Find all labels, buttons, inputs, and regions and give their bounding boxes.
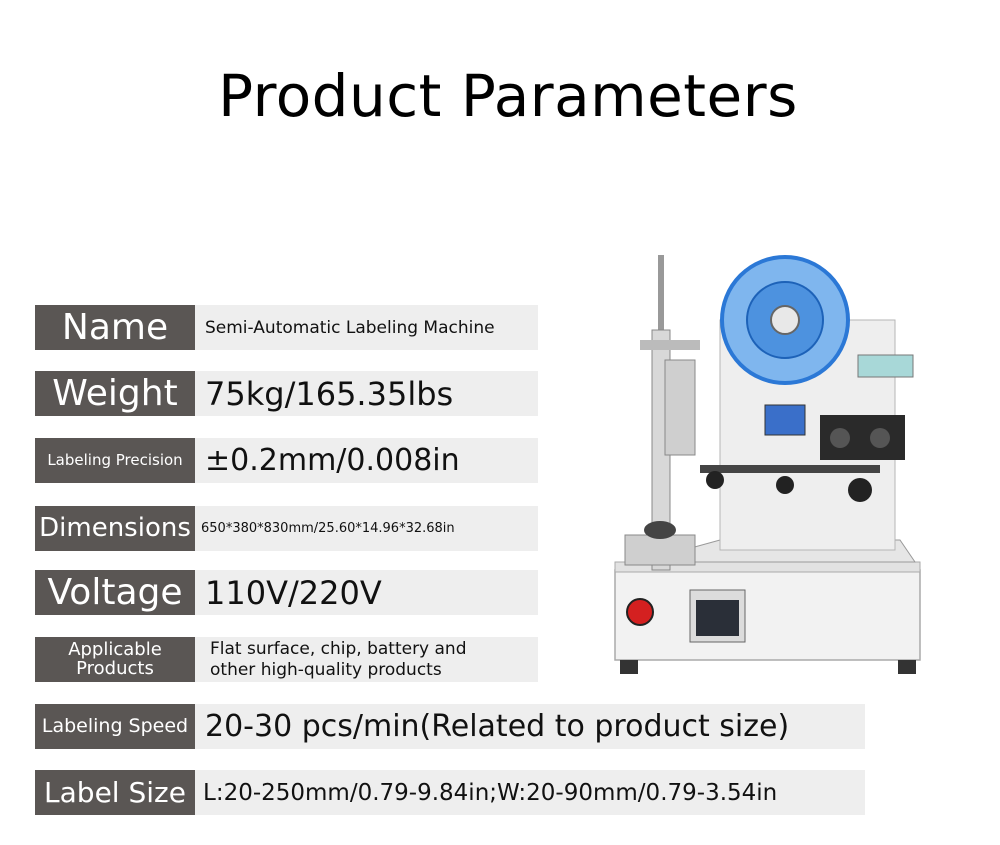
param-label-label-size: Label Size [35,770,195,815]
param-value-weight: 75kg/165.35lbs [195,371,538,416]
param-value-voltage: 110V/220V [195,570,538,615]
param-value-dimensions: 650*380*830mm/25.60*14.96*32.68in [195,506,538,551]
control-screen-icon [696,600,739,636]
param-label-applicable-line2: Products [76,657,154,679]
param-value-name: Semi-Automatic Labeling Machine [195,305,538,350]
param-value-applicable-line1: Flat surface, chip, battery and [210,639,467,660]
param-label-precision: Labeling Precision [35,438,195,483]
param-label-dimensions: Dimensions [35,506,195,551]
param-value-labeling-speed: 20-30 pcs/min(Related to product size) [195,704,865,749]
param-label-voltage: Voltage [35,570,195,615]
param-label-applicable-products: Applicable Products [35,637,195,682]
param-value-applicable-line2: other high-quality products [210,659,442,680]
emergency-stop-icon [626,598,654,626]
labeling-machine-image [614,255,921,674]
param-value-label-size: L:20-250mm/0.79-9.84in;W:20-90mm/0.79-3.… [195,770,865,815]
param-label-applicable-line1: Applicable [68,638,162,660]
param-value-applicable-products: Flat surface, chip, battery and other hi… [195,637,538,682]
param-label-labeling-speed: Labeling Speed [35,704,195,749]
page-title: Product Parameters [218,62,798,130]
param-label-name: Name [35,305,195,350]
param-value-precision: ±0.2mm/0.008in [195,438,538,483]
param-label-weight: Weight [35,371,195,416]
